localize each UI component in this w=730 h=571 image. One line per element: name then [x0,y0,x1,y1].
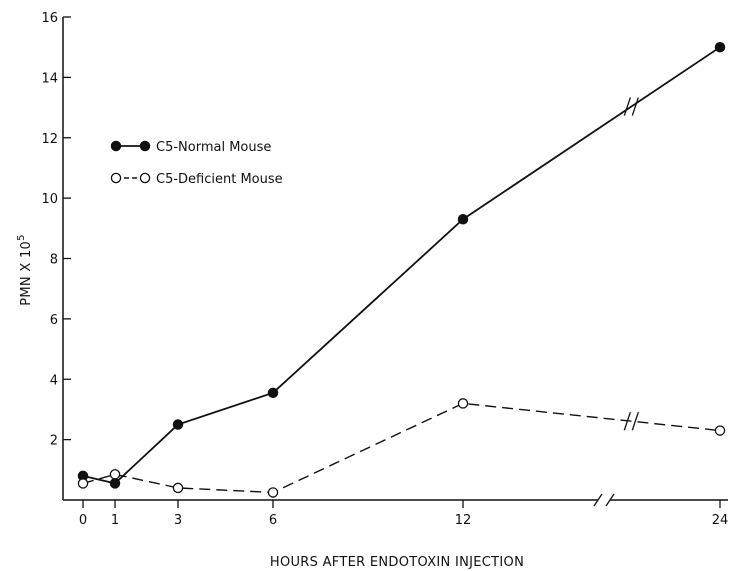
data-point-deficient [172,482,184,494]
y-axis-title-text: PMN X 10 [19,241,34,306]
data-point-normal [109,478,121,489]
x-tick-label: 1 [111,513,119,528]
data-point-deficient [109,469,121,480]
data-point-normal [714,41,726,53]
x-tick-label: 12 [455,513,472,528]
y-tick-label: 14 [41,71,58,86]
series-line-normal [82,46,721,485]
x-tick-label: 6 [269,513,277,528]
series-line-deficient [82,402,721,494]
y-tick-label: 12 [41,132,58,147]
y-axis-title: PMN X 105 [16,234,34,306]
series-break-mark-deficient [631,411,639,431]
y-tick-label: 8 [50,253,58,268]
data-point-deficient [267,487,279,498]
data-point-deficient [457,398,469,409]
y-tick-label: 10 [41,192,58,207]
data-point-deficient [714,425,726,436]
svg-text:PMN X 105: PMN X 105 [16,234,34,306]
legend-label-deficient: C5-Deficient Mouse [156,172,283,187]
legend-marker-deficient [139,172,151,184]
legend-marker-normal [110,140,122,152]
y-tick-label: 4 [50,373,58,388]
series-break-mark-normal [631,97,639,116]
series-break-mark-normal [623,97,631,116]
y-tick-label: 2 [50,434,58,449]
y-tick-label: 6 [50,313,58,328]
y-tick-label: 16 [41,11,58,26]
x-axis-break-mark [593,493,603,507]
data-point-normal [172,419,184,430]
legend-marker-deficient [110,172,122,184]
legend-marker-normal [139,140,151,152]
data-point-normal [457,214,469,225]
series-layer [77,41,726,498]
data-point-normal [267,387,279,399]
x-tick-label: 3 [174,513,182,528]
y-axis-title-exponent: 5 [16,234,27,241]
x-axis-title: HOURS AFTER ENDOTOXIN INJECTION [270,555,524,570]
legend-label-normal: C5-Normal Mouse [156,140,271,155]
data-point-deficient [77,478,89,489]
series-break-mark-deficient [623,411,631,431]
legend: C5-Normal Mouse C5-Deficient Mouse [110,140,283,187]
x-axis-break-mark [605,493,615,507]
x-tick-label: 0 [79,513,87,528]
x-tick-label: 24 [712,513,729,528]
